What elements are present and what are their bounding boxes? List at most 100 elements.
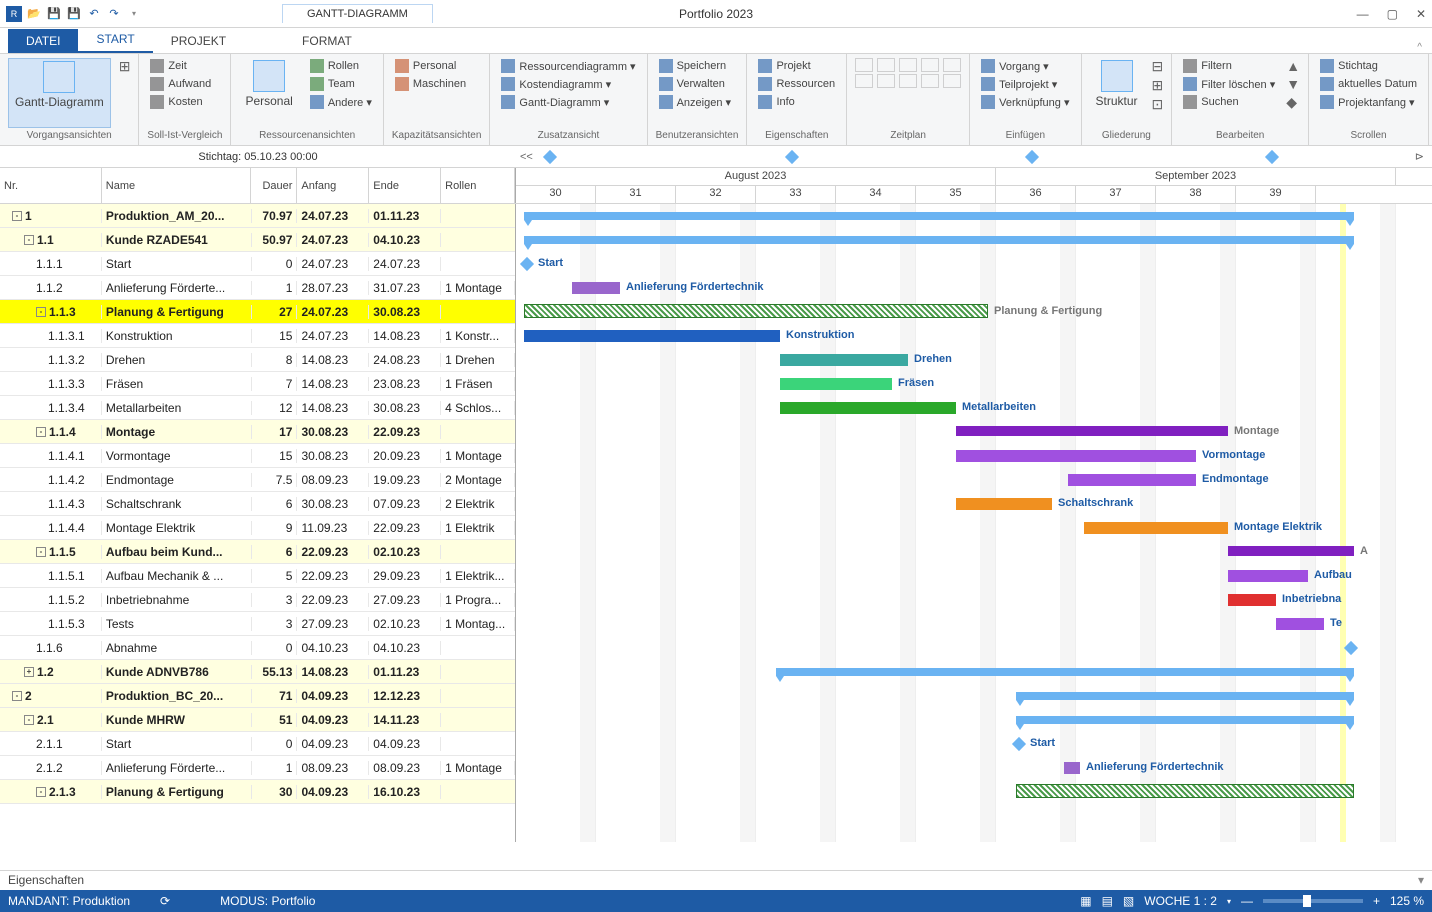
refresh-icon[interactable]: ⟳ [160, 894, 170, 908]
zeitplan-icon[interactable] [921, 74, 939, 88]
expander-icon[interactable]: - [36, 427, 46, 437]
save-icon[interactable]: 💾 [46, 6, 62, 22]
gantt-diagramm-button[interactable]: Gantt-Diagramm [8, 58, 111, 128]
table-row[interactable]: 1.1.4.3Schaltschrank630.08.2307.09.232 E… [0, 492, 515, 516]
ribbon-ressourcendiagramm---button[interactable]: Ressourcendiagramm ▾ [498, 58, 638, 74]
expander-icon[interactable]: - [36, 547, 46, 557]
ribbon-filter-l-schen---button[interactable]: Filter löschen ▾ [1180, 76, 1278, 92]
table-row[interactable]: -1Produktion_AM_20...70.9724.07.2301.11.… [0, 204, 515, 228]
table-row[interactable]: 1.1.4.4Montage Elektrik911.09.2322.09.23… [0, 516, 515, 540]
col-rollen[interactable]: Rollen [441, 168, 515, 203]
gantt-summary-bar[interactable] [1016, 692, 1354, 700]
table-row[interactable]: +1.2Kunde ADNVB78655.1314.08.2301.11.23 [0, 660, 515, 684]
gantt-summary-bar[interactable] [1016, 716, 1354, 724]
ribbon-suchen-button[interactable]: Suchen [1180, 94, 1278, 110]
expander-icon[interactable]: - [24, 235, 34, 245]
table-row[interactable]: 1.1.5.1Aufbau Mechanik & ...522.09.2329.… [0, 564, 515, 588]
table-row[interactable]: 1.1.1Start024.07.2324.07.23 [0, 252, 515, 276]
ribbon-filtern-button[interactable]: Filtern [1180, 58, 1278, 74]
zeitplan-icon[interactable] [855, 74, 873, 88]
gantt-summary-bar[interactable] [524, 212, 1354, 220]
zeitplan-icon[interactable] [943, 58, 961, 72]
col-anfang[interactable]: Anfang [297, 168, 369, 203]
gantt-body[interactable]: StartAnlieferung FördertechnikPlanung & … [516, 204, 1432, 842]
col-nr[interactable]: Nr. [0, 168, 102, 203]
ribbon-team-button[interactable]: Team [307, 76, 375, 92]
gantt-task-bar[interactable] [780, 402, 956, 414]
table-row[interactable]: -1.1Kunde RZADE54150.9724.07.2304.10.23 [0, 228, 515, 252]
ribbon-ressourcen-button[interactable]: Ressourcen [755, 76, 838, 92]
undo-icon[interactable]: ↶ [86, 6, 102, 22]
gantt-summary-bar[interactable] [776, 668, 1354, 676]
ribbon-rollen-button[interactable]: Rollen [307, 58, 375, 74]
ribbon-personal-button[interactable]: Personal [392, 58, 469, 74]
ribbon-stichtag-button[interactable]: Stichtag [1317, 58, 1420, 74]
table-row[interactable]: -2.1Kunde MHRW5104.09.2314.11.23 [0, 708, 515, 732]
nav-prev-icon[interactable]: << [516, 151, 537, 163]
gantt-group-bar[interactable] [1016, 784, 1354, 798]
expander-icon[interactable]: - [36, 307, 46, 317]
table-row[interactable]: 1.1.4.1Vormontage1530.08.2320.09.231 Mon… [0, 444, 515, 468]
side-icon[interactable]: ⊞ [119, 58, 131, 75]
ribbon-kosten-button[interactable]: Kosten [147, 94, 214, 110]
table-row[interactable]: 1.1.5.3Tests327.09.2302.10.231 Montag... [0, 612, 515, 636]
table-row[interactable]: -1.1.4Montage1730.08.2322.09.23 [0, 420, 515, 444]
personal-button[interactable]: Personal [239, 58, 298, 128]
table-row[interactable]: 1.1.3.4Metallarbeiten1214.08.2330.08.234… [0, 396, 515, 420]
gantt-task-bar[interactable] [780, 354, 908, 366]
table-row[interactable]: 1.1.3.3Fräsen714.08.2323.08.231 Fräsen [0, 372, 515, 396]
view-icon-2[interactable]: ▤ [1102, 894, 1113, 908]
gantt-task-bar[interactable] [524, 330, 780, 342]
gantt-task-bar[interactable] [1084, 522, 1228, 534]
zoom-in-icon[interactable]: + [1373, 894, 1380, 908]
gantt-task-bar[interactable] [956, 498, 1052, 510]
ribbon-projekt-button[interactable]: Projekt [755, 58, 838, 74]
tab-datei[interactable]: DATEI [8, 29, 78, 53]
zeitplan-icon[interactable] [943, 74, 961, 88]
table-row[interactable]: 1.1.4.2Endmontage7.508.09.2319.09.232 Mo… [0, 468, 515, 492]
open-icon[interactable]: 📂 [26, 6, 42, 22]
side-icon[interactable]: ⊞ [1152, 77, 1164, 94]
gantt-task-bar[interactable] [1068, 474, 1196, 486]
ribbon-speichern-button[interactable]: Speichern [656, 58, 734, 74]
side-icon[interactable]: ⊟ [1152, 58, 1164, 75]
save-icon-2[interactable]: 💾 [66, 6, 82, 22]
ribbon-maschinen-button[interactable]: Maschinen [392, 76, 469, 92]
ribbon-gantt-diagramm---button[interactable]: Gantt-Diagramm ▾ [498, 94, 638, 110]
woche-dropdown-icon[interactable]: ▾ [1227, 897, 1231, 906]
ribbon-verwalten-button[interactable]: Verwalten [656, 76, 734, 92]
table-row[interactable]: 2.1.2Anlieferung Förderte...108.09.2308.… [0, 756, 515, 780]
table-row[interactable]: 1.1.6Abnahme004.10.2304.10.23 [0, 636, 515, 660]
table-row[interactable]: 2.1.1Start004.09.2304.09.23 [0, 732, 515, 756]
tab-start[interactable]: START [78, 27, 152, 53]
ribbon-teilprojekt---button[interactable]: Teilprojekt ▾ [978, 76, 1072, 92]
side-icon[interactable]: ▲ [1286, 58, 1300, 74]
ribbon-projektanfang---button[interactable]: Projektanfang ▾ [1317, 94, 1420, 110]
col-ende[interactable]: Ende [369, 168, 441, 203]
properties-bar[interactable]: Eigenschaften ▾ [0, 870, 1432, 890]
gantt-group-bar[interactable] [1228, 546, 1354, 556]
ribbon-anzeigen---button[interactable]: Anzeigen ▾ [656, 94, 734, 110]
zeitplan-icon[interactable] [855, 58, 873, 72]
context-tab[interactable]: GANTT-DIAGRAMM [282, 4, 433, 23]
view-icon-1[interactable]: ▦ [1080, 894, 1091, 908]
col-dauer[interactable]: Dauer [251, 168, 297, 203]
ribbon-collapse-icon[interactable]: ^ [1417, 42, 1422, 53]
table-row[interactable]: -2Produktion_BC_20...7104.09.2312.12.23 [0, 684, 515, 708]
view-icon-3[interactable]: ▧ [1123, 894, 1134, 908]
ribbon-andere---button[interactable]: Andere ▾ [307, 94, 375, 110]
ribbon-info-button[interactable]: Info [755, 94, 838, 110]
nav-next-icon[interactable]: ⊳ [1411, 150, 1428, 163]
expander-icon[interactable]: - [36, 787, 46, 797]
table-row[interactable]: 1.1.2Anlieferung Förderte...128.07.2331.… [0, 276, 515, 300]
struktur-button[interactable]: Struktur [1090, 58, 1144, 128]
tab-projekt[interactable]: PROJEKT [153, 29, 244, 53]
zeitplan-icon[interactable] [877, 58, 895, 72]
expander-icon[interactable]: - [24, 715, 34, 725]
side-icon[interactable]: ⊡ [1152, 96, 1164, 113]
zeitplan-icon[interactable] [921, 58, 939, 72]
gantt-task-bar[interactable] [1228, 570, 1308, 582]
expander-icon[interactable]: - [12, 691, 22, 701]
close-icon[interactable]: ✕ [1416, 7, 1426, 21]
ribbon-aufwand-button[interactable]: Aufwand [147, 76, 214, 92]
